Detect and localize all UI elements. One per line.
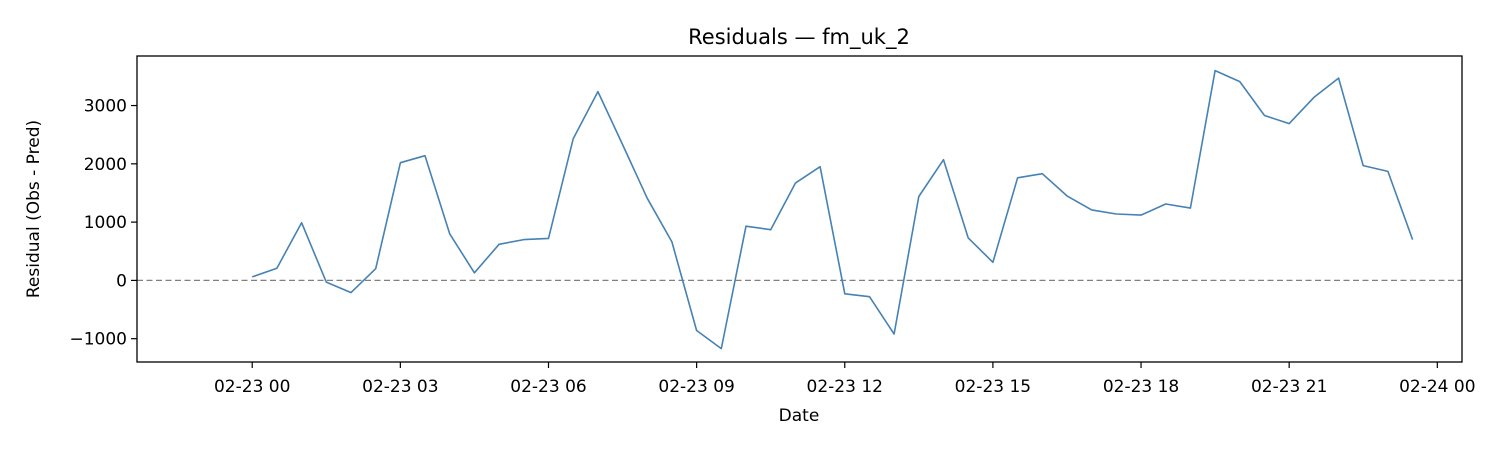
x-tick-label: 02-23 18 xyxy=(1103,377,1179,397)
x-tick-label: 02-23 21 xyxy=(1251,377,1327,397)
plot-area-frame xyxy=(136,55,1463,363)
x-tick-label: 02-23 00 xyxy=(214,377,290,397)
x-tick-label: 02-23 12 xyxy=(807,377,883,397)
residual-series-line xyxy=(251,69,1414,350)
y-tick-label: 1000 xyxy=(84,213,127,233)
y-tick-label: 0 xyxy=(116,271,127,291)
x-tick-label: 02-23 06 xyxy=(510,377,586,397)
x-tick-label: 02-23 03 xyxy=(362,377,438,397)
x-tick-label: 02-23 15 xyxy=(955,377,1031,397)
y-tick-label: 3000 xyxy=(84,97,127,117)
x-tick-label: 02-24 00 xyxy=(1399,377,1475,397)
chart-title: Residuals — fm_uk_2 xyxy=(688,25,910,50)
y-tick-label: −1000 xyxy=(69,330,127,350)
y-tick-label: 2000 xyxy=(84,155,127,175)
y-axis-label: Residual (Obs - Pred) xyxy=(24,120,44,298)
x-axis-label: Date xyxy=(779,406,820,426)
x-tick-label: 02-23 09 xyxy=(658,377,734,397)
